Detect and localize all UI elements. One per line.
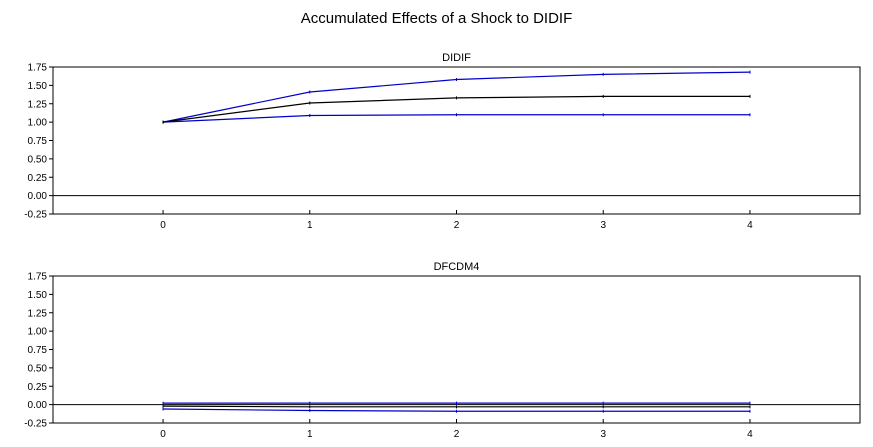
panel-1-y-tick-label: 1.25 [28, 99, 48, 110]
panel-2-x-tick-label: 0 [160, 429, 166, 440]
panel-2-plot-frame [52, 275, 861, 424]
figure-title: Accumulated Effects of a Shock to DIDIF [300, 10, 573, 27]
panel-1-x-tick-label: 0 [160, 220, 166, 231]
panel-2-y-tick-label: 0.50 [28, 363, 48, 374]
panel-1-x-tick-label: 4 [747, 220, 753, 231]
panel-1-y-tick-label: 1.50 [28, 81, 48, 92]
panel-1-plot-frame [52, 66, 861, 215]
panel-2-y-tick-label: 0.25 [28, 382, 48, 393]
panel-1-y-tick-label: 0.75 [28, 136, 48, 147]
panel-2-x-tick-label: 2 [454, 429, 460, 440]
panel-2-x-tick-label: 4 [747, 429, 753, 440]
panel-1-y-tick-label: 0.50 [28, 154, 48, 165]
panel-1-y-tick-label: 0.25 [28, 173, 48, 184]
panel-1-x-tick-label: 1 [307, 220, 313, 231]
panel-2-y-tick-label: 1.75 [28, 272, 48, 283]
panel-2-y-tick-label: 0.00 [28, 400, 48, 411]
panel-2-y-tick-label: 1.50 [28, 290, 48, 301]
panel-1-y-tick-label: 0.00 [28, 191, 48, 202]
panel-1-title: DIDIF [442, 52, 471, 64]
panel-2-y-tick-label: 1.25 [28, 308, 48, 319]
panel-2-x-tick-label: 1 [307, 429, 313, 440]
panel-2-title: DFCDM4 [434, 261, 480, 273]
panel-1-y-tick-label: -0.25 [24, 210, 47, 221]
panel-2-y-tick-label: 0.75 [28, 345, 48, 356]
panel-1-x-tick-label: 3 [600, 220, 606, 231]
panel-2-y-tick-label: -0.25 [24, 419, 47, 430]
panel-1-y-tick-label: 1.00 [28, 118, 48, 129]
panel-2-x-tick-label: 3 [600, 429, 606, 440]
panel-1-y-tick-label: 1.75 [28, 63, 48, 74]
panel-1-x-tick-label: 2 [454, 220, 460, 231]
panel-2-y-tick-label: 1.00 [28, 327, 48, 338]
